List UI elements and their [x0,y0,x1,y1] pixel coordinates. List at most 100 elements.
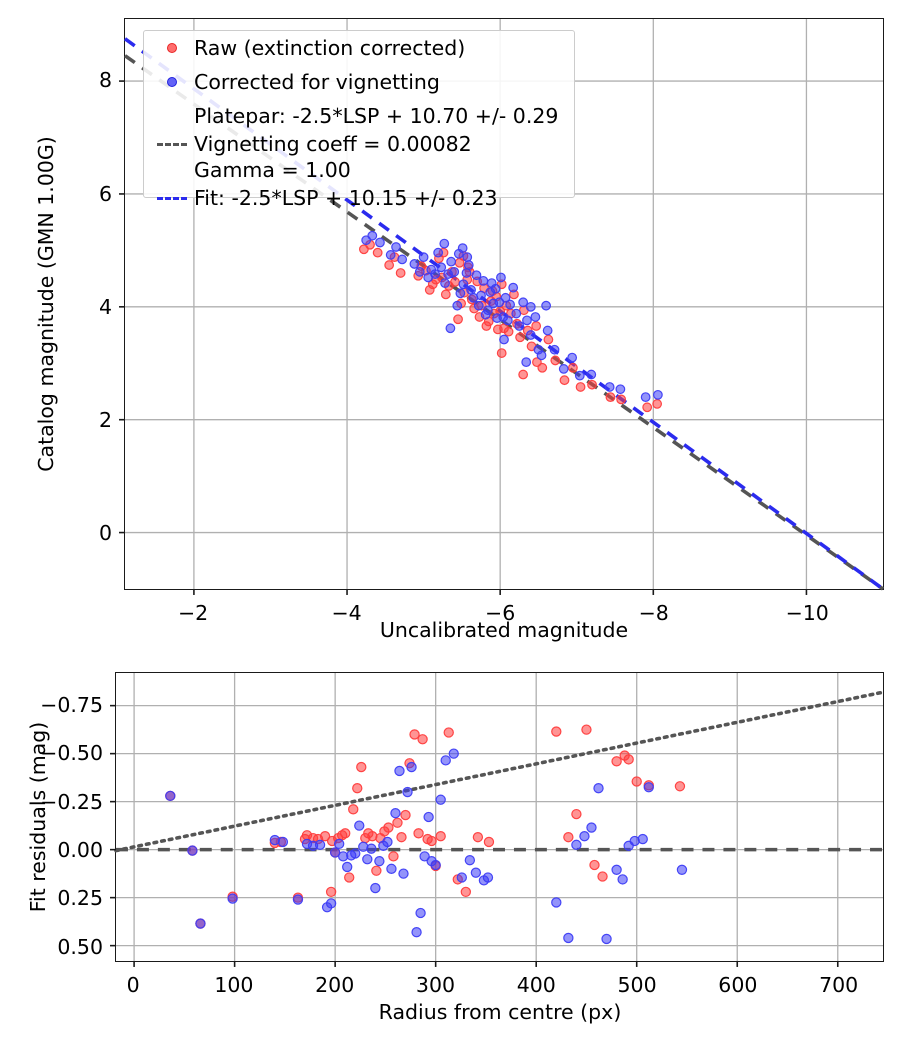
data-point [436,262,447,273]
data-point [445,323,456,334]
bottom-xaxis-label: Radius from centre (px) [378,1000,622,1024]
legend-item-label: Platepar: -2.5*LSP + 10.70 +/- 0.29 [194,103,559,128]
data-point [352,783,363,794]
legend-item: Fit: -2.5*LSP + 10.15 +/- 0.23 [150,185,498,211]
legend-item: Gamma = 1.00 [150,157,351,183]
y-tick-label: 6 [98,181,112,206]
data-point [165,790,176,802]
data-point [319,831,331,842]
data-point [461,268,472,278]
data-point [384,260,395,270]
data-point [515,332,525,343]
data-point [415,907,426,919]
data-point [417,734,428,745]
data-point [361,235,372,246]
data-point [414,266,425,277]
data-point [558,364,569,374]
data-point [601,933,612,945]
data-point [593,783,604,794]
data-point [643,782,654,793]
data-point [676,864,688,875]
data-point [500,292,511,303]
data-point [383,822,394,833]
legend-marker-fit-line [150,196,194,200]
data-point [453,314,463,325]
data-point [430,269,440,279]
data-point [458,279,469,290]
data-point [342,861,353,873]
data-point [344,872,355,883]
x-tick-label: −2 [177,601,209,625]
data-point [358,244,369,255]
data-point [457,243,468,254]
data-point [605,392,616,403]
data-point [435,794,446,805]
data-point [391,242,401,252]
data-point [525,330,536,340]
data-point [652,399,663,409]
data-point [490,283,501,294]
data-point [382,836,393,848]
data-point [551,726,562,737]
data-point [550,355,561,366]
data-point [402,786,413,798]
data-point [195,918,206,929]
legend-marker-raw [150,43,194,53]
data-point [370,882,381,894]
data-point [542,325,553,336]
data-point [463,260,474,270]
data-point [388,851,399,862]
data-point [531,321,542,331]
data-point [471,270,482,281]
data-point [571,808,582,820]
data-point [476,290,486,301]
data-point [455,288,466,299]
legend-item-label: Raw (extinction corrected) [194,35,466,60]
data-point [449,266,460,277]
data-point [460,886,472,898]
data-point [473,300,484,311]
data-point [227,893,238,904]
y-tick-label: 2 [98,408,112,433]
data-point [439,238,450,249]
data-point [579,831,590,842]
data-point [581,724,592,735]
data-point [466,285,476,295]
legend-marker-platepar-line [150,142,194,146]
legend-item-label: Fit: -2.5*LSP + 10.15 +/- 0.23 [194,185,498,210]
data-point [642,402,653,413]
y-tick-label: 8 [98,68,112,93]
data-point [371,865,382,876]
legend-item: Platepar: -2.5*LSP + 10.70 +/- 0.29 [150,103,558,129]
data-point [478,275,489,286]
data-point [472,831,484,843]
data-point [541,300,551,311]
legend-marker-fit-line-icon [157,196,187,200]
data-point [514,321,525,331]
data-point [604,382,615,392]
data-point [530,312,541,322]
data-point [462,252,473,263]
legend-item: Vignetting coeff = 0.00082 [150,131,472,157]
y-tick-label: 4 [98,294,112,319]
data-point [640,392,651,403]
data-point [674,781,686,792]
legend-item: Raw (extinction corrected) [150,35,465,61]
data-point [549,344,560,355]
x-tick-label: −4 [331,601,362,625]
data-point [568,362,578,373]
legend-item: Corrected for vignetting [150,69,440,95]
data-point [653,389,663,400]
data-point [623,754,634,765]
data-point [314,839,326,851]
x-tick-label: −10 [785,601,829,625]
legend-item-label: Gamma = 1.00 [194,157,351,182]
data-point [366,843,377,854]
data-point [563,932,574,944]
y-tick-label: 0.50 [57,934,103,959]
legend-item-label: Corrected for vignetting [194,69,440,94]
data-point [409,729,420,740]
data-point [533,344,544,355]
residuals-plot-panel [110,672,885,967]
legend-marker-corrected [150,77,194,87]
